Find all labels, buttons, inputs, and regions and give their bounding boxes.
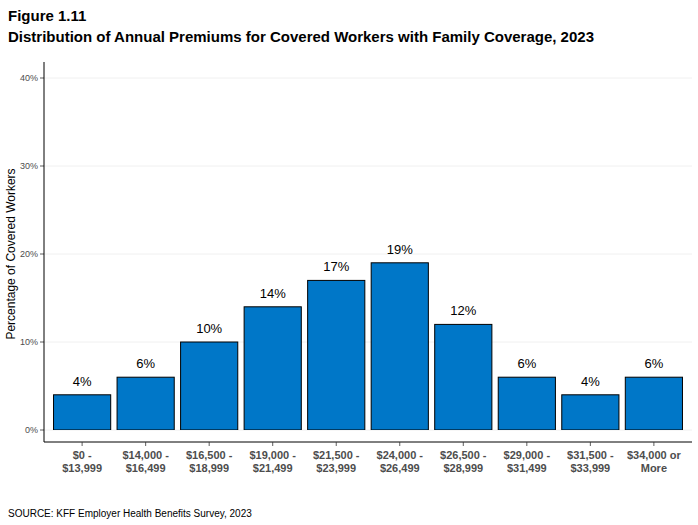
bar <box>244 307 301 430</box>
data-label: 12% <box>450 303 476 318</box>
chart-container: Figure 1.11 Distribution of Annual Premiu… <box>0 0 698 525</box>
bar <box>308 280 365 430</box>
x-tick <box>209 442 210 446</box>
x-tick <box>463 442 464 446</box>
x-tick-label: $0 -$13,999 <box>62 449 102 474</box>
x-tick-label: $29,000 -$31,499 <box>504 449 551 474</box>
grid-line <box>44 342 692 343</box>
x-tick <box>526 442 527 446</box>
chart-title: Distribution of Annual Premiums for Cove… <box>8 28 594 45</box>
bar <box>117 377 174 430</box>
data-label: 6% <box>644 356 663 371</box>
y-tick <box>40 166 44 167</box>
y-tick <box>40 78 44 79</box>
grid-line <box>44 166 692 167</box>
data-label: 6% <box>517 356 536 371</box>
bar <box>435 324 492 430</box>
x-axis <box>44 442 692 443</box>
y-tick-label: 20% <box>20 249 38 259</box>
data-label: 17% <box>323 259 349 274</box>
y-tick-label: 40% <box>20 73 38 83</box>
x-tick <box>336 442 337 446</box>
x-tick-label: $19,000 -$21,499 <box>249 449 296 474</box>
x-tick-label: $34,000 orMore <box>627 449 682 474</box>
y-tick <box>40 254 44 255</box>
x-tick-label: $14,000 -$16,499 <box>122 449 169 474</box>
bar <box>371 263 428 430</box>
bar <box>181 342 238 430</box>
bar <box>625 377 682 430</box>
data-label: 19% <box>387 242 413 257</box>
x-tick <box>272 442 273 446</box>
grid-line <box>44 78 692 79</box>
data-label: 4% <box>581 374 600 389</box>
y-tick-label: 30% <box>20 161 38 171</box>
y-tick <box>40 430 44 431</box>
bar <box>498 377 555 430</box>
data-label: 4% <box>73 374 92 389</box>
y-axis-label: Percentage of Covered Workers <box>4 168 18 339</box>
y-tick-label: 10% <box>20 337 38 347</box>
x-tick <box>145 442 146 446</box>
x-tick <box>653 442 654 446</box>
x-tick-label: $31,500 -$33,999 <box>567 449 614 474</box>
data-label: 6% <box>136 356 155 371</box>
bars <box>54 263 683 430</box>
data-label: 10% <box>196 321 222 336</box>
bar <box>562 395 619 430</box>
grid-line <box>44 254 692 255</box>
x-tick <box>82 442 83 446</box>
chart-svg: Figure 1.11 Distribution of Annual Premiu… <box>0 0 698 525</box>
x-tick-label: $16,500 -$18,999 <box>186 449 233 474</box>
y-tick-label: 0% <box>25 425 38 435</box>
x-tick <box>399 442 400 446</box>
bar <box>54 395 111 430</box>
source-note: SOURCE: KFF Employer Health Benefits Sur… <box>8 508 252 519</box>
x-tick <box>590 442 591 446</box>
data-label: 14% <box>260 286 286 301</box>
x-tick-label: $26,500 -$28,999 <box>440 449 487 474</box>
figure-number: Figure 1.11 <box>8 7 86 24</box>
x-tick-label: $24,000 -$26,499 <box>377 449 424 474</box>
x-tick-label: $21,500 -$23,999 <box>313 449 360 474</box>
y-tick <box>40 342 44 343</box>
y-axis <box>44 62 45 442</box>
